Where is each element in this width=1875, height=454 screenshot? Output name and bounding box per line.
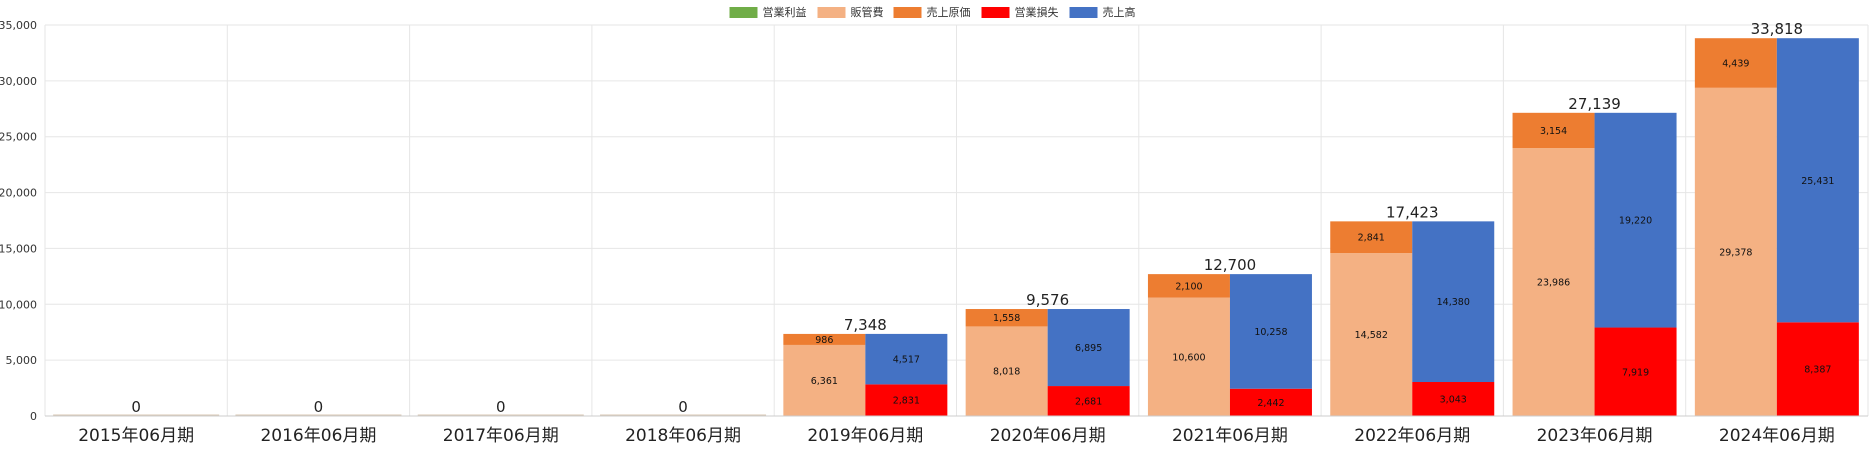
- bar-segment-sga[interactable]: [783, 344, 866, 416]
- data-label-cogs: 2,841: [1358, 233, 1385, 244]
- x-tick-label: 2018年06月期: [625, 426, 741, 446]
- total-label: 0: [314, 398, 324, 416]
- bar-segment-operating_loss[interactable]: [1776, 322, 1859, 416]
- bar-segment-sga[interactable]: [965, 326, 1048, 416]
- bar-segment-cogs[interactable]: [1330, 221, 1413, 254]
- data-label-sales: 10,258: [1254, 327, 1287, 338]
- x-tick-label: 2024年06月期: [1719, 426, 1835, 446]
- y-tick-label: 30,000: [0, 75, 37, 88]
- data-label-operating_loss: 7,919: [1622, 367, 1649, 378]
- data-label-sga: 6,361: [811, 376, 838, 387]
- data-label-cogs: 4,439: [1722, 59, 1749, 70]
- legend-label-sales[interactable]: 売上高: [1103, 5, 1136, 19]
- y-tick-label: 15,000: [0, 242, 37, 255]
- x-tick-label: 2016年06月期: [260, 426, 376, 446]
- y-tick-label: 35,000: [0, 19, 37, 32]
- legend-swatch-operating_profit[interactable]: [729, 7, 758, 18]
- data-label-sga: 29,378: [1719, 247, 1752, 258]
- bar-segment-sales[interactable]: [1047, 309, 1130, 387]
- bar-segment-operating_loss[interactable]: [1229, 388, 1312, 416]
- bar-segment-cogs[interactable]: [965, 309, 1048, 327]
- bar-zero-baseline: [235, 414, 402, 416]
- bar-segment-cogs[interactable]: [1512, 112, 1595, 149]
- bar-segment-cogs[interactable]: [783, 333, 866, 345]
- data-labels: 0 0 0 0 6,361 986 2,831 4,517 7,348 8,018 1,558 2,6…: [131, 20, 1834, 416]
- bar-segment-sga[interactable]: [1147, 297, 1230, 416]
- data-label-operating_loss: 8,387: [1804, 365, 1831, 376]
- x-tick-label: 2023年06月期: [1537, 426, 1653, 446]
- bar-segment-sales[interactable]: [865, 333, 948, 385]
- gridlines: [44, 24, 1869, 417]
- total-label: 0: [131, 398, 141, 416]
- data-label-sales: 6,895: [1075, 343, 1102, 354]
- data-label-cogs: 1,558: [993, 313, 1020, 324]
- data-label-cogs: 2,100: [1175, 281, 1202, 292]
- bar-zero-baseline: [417, 414, 584, 416]
- total-label: 9,576: [1026, 291, 1069, 309]
- total-label: 0: [678, 398, 688, 416]
- data-label-sga: 14,582: [1355, 330, 1388, 341]
- bar-segment-sales[interactable]: [1776, 38, 1859, 323]
- data-label-cogs: 986: [815, 335, 833, 346]
- data-label-sales: 14,380: [1437, 297, 1470, 308]
- bar-segment-cogs[interactable]: [1694, 38, 1777, 88]
- data-label-sga: 8,018: [993, 367, 1020, 378]
- x-tick-label: 2015年06月期: [78, 426, 194, 446]
- bar-segment-operating_loss[interactable]: [1594, 327, 1677, 416]
- legend-swatch-sga[interactable]: [817, 7, 846, 18]
- data-label-sales: 4,517: [893, 355, 920, 366]
- total-label: 12,700: [1204, 256, 1257, 274]
- total-label: 7,348: [844, 316, 887, 334]
- y-tick-label: 25,000: [0, 131, 37, 144]
- data-label-operating_loss: 2,831: [893, 396, 920, 407]
- bar-segment-cogs[interactable]: [1147, 274, 1230, 298]
- legend-label-operating_loss[interactable]: 営業損失: [1015, 5, 1059, 19]
- data-label-operating_loss: 3,043: [1440, 395, 1467, 406]
- y-tick-label: 5,000: [6, 354, 38, 367]
- legend-label-operating_profit[interactable]: 営業利益: [763, 5, 807, 19]
- bar-segment-operating_loss[interactable]: [1047, 386, 1130, 416]
- data-label-sales: 19,220: [1619, 216, 1652, 227]
- x-axis: 2015年06月期 2016年06月期 2017年06月期 2018年06月期 2019…: [45, 415, 1868, 446]
- legend-swatch-cogs[interactable]: [893, 7, 922, 18]
- x-tick-label: 2020年06月期: [990, 426, 1106, 446]
- bar-segment-sales[interactable]: [1594, 112, 1677, 328]
- bar-segment-sga[interactable]: [1512, 148, 1595, 416]
- bar-zero-baseline: [53, 414, 220, 416]
- data-label-operating_loss: 2,442: [1257, 398, 1284, 409]
- bar-segment-sga[interactable]: [1330, 253, 1413, 416]
- bar-zero-baseline: [600, 414, 767, 416]
- x-tick-label: 2022年06月期: [1354, 426, 1470, 446]
- y-tick-label: 20,000: [0, 187, 37, 200]
- bars: [53, 38, 1859, 416]
- total-label: 17,423: [1386, 203, 1439, 221]
- bar-segment-sga[interactable]: [1694, 87, 1777, 416]
- bar-segment-sales[interactable]: [1229, 274, 1312, 389]
- bar-segment-sales[interactable]: [1412, 221, 1495, 383]
- legend-label-sga[interactable]: 販管費: [851, 5, 884, 19]
- y-tick-label: 10,000: [0, 298, 37, 311]
- x-tick-label: 2017年06月期: [443, 426, 559, 446]
- bar-segment-operating_loss[interactable]: [1412, 382, 1495, 416]
- total-label: 0: [496, 398, 506, 416]
- x-tick-label: 2021年06月期: [1172, 426, 1288, 446]
- legend-swatch-operating_loss[interactable]: [981, 7, 1010, 18]
- legend-label-cogs[interactable]: 売上原価: [927, 6, 971, 19]
- x-tick-label: 2019年06月期: [807, 426, 923, 446]
- data-label-sga: 10,600: [1172, 352, 1205, 363]
- bar-segment-operating_loss[interactable]: [865, 384, 948, 416]
- y-tick-label: 0: [30, 410, 37, 423]
- data-label-sales: 25,431: [1801, 176, 1834, 187]
- y-axis: 0 5,000 10,000 15,000 20,000 25,000 30,000 35,0…: [0, 19, 37, 423]
- legend-swatch-sales[interactable]: [1069, 7, 1098, 18]
- total-label: 27,139: [1568, 95, 1621, 113]
- data-label-cogs: 3,154: [1540, 126, 1567, 137]
- legend: 営業利益 販管費 売上原価 営業損失 売上高: [729, 5, 1136, 19]
- data-label-operating_loss: 2,681: [1075, 397, 1102, 408]
- total-label: 33,818: [1751, 20, 1804, 38]
- data-label-sga: 23,986: [1537, 278, 1570, 289]
